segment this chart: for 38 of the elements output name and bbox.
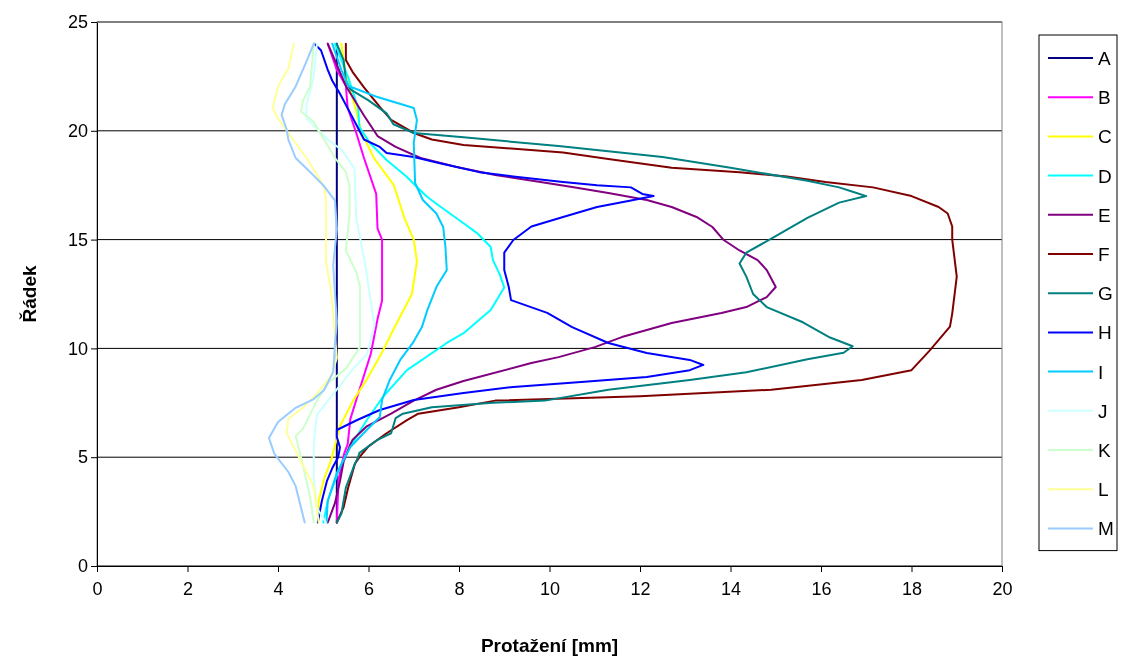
x-axis-title: Protažení [mm]: [480, 635, 619, 656]
legend-label: L: [1098, 479, 1109, 501]
line-series: [326, 42, 777, 524]
x-tick-label: 14: [720, 578, 742, 599]
line-series: [313, 42, 705, 524]
legend-label: K: [1098, 440, 1111, 461]
y-axis-title: Řádek: [19, 265, 40, 323]
line-series: [294, 42, 361, 524]
legend-label: F: [1098, 244, 1110, 265]
x-tick-label: 8: [454, 578, 465, 599]
line-series: [305, 42, 376, 524]
legend-label: I: [1098, 361, 1104, 383]
legend-label: H: [1098, 322, 1112, 344]
x-tick-label: 16: [811, 578, 832, 599]
y-tick-label: 20: [67, 121, 88, 142]
x-tick-label: 4: [273, 578, 284, 599]
y-tick-label: 5: [77, 447, 88, 468]
legend-label: M: [1098, 518, 1114, 540]
x-tick-label: 18: [901, 578, 923, 599]
x-tick-label: 6: [363, 578, 375, 599]
x-tick-label: 20: [992, 578, 1013, 599]
legend-label: E: [1098, 204, 1111, 226]
legend-label: G: [1098, 283, 1113, 305]
x-tick-label: 12: [630, 578, 651, 599]
legend-label: A: [1098, 48, 1111, 69]
legend-label: J: [1098, 400, 1108, 422]
y-tick-label: 15: [67, 229, 88, 250]
legend-label: C: [1098, 126, 1112, 148]
y-tick-label: 10: [67, 338, 88, 359]
x-tick-label: 2: [182, 578, 194, 599]
x-tick-label: 10: [539, 578, 561, 599]
y-tick-label: 25: [67, 12, 88, 33]
x-tick-label: 0: [92, 578, 103, 599]
line-series: [322, 42, 506, 524]
legend-label: B: [1098, 87, 1111, 109]
legend-label: D: [1098, 165, 1112, 187]
line-series: [325, 42, 448, 524]
y-tick-label: 0: [77, 556, 88, 577]
